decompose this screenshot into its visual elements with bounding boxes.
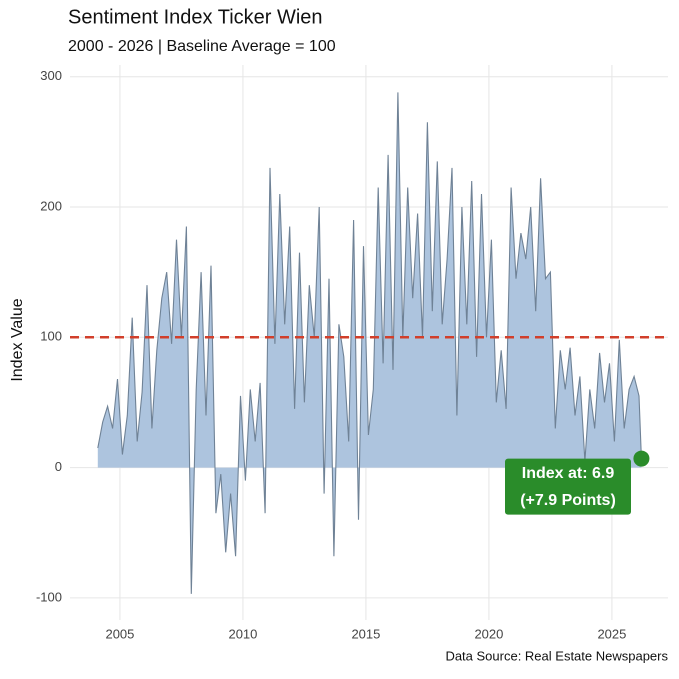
x-tick-label: 2025 (597, 626, 626, 641)
last-point (633, 450, 650, 467)
x-tick-label: 2020 (474, 626, 503, 641)
y-tick-label: 100 (40, 329, 62, 344)
y-axis-label: Index Value (9, 298, 26, 381)
area (97, 92, 642, 594)
y-tick-label: 200 (40, 198, 62, 213)
x-tick-label: 2015 (351, 626, 380, 641)
y-tick-label: 300 (40, 68, 62, 83)
chart-title: Sentiment Index Ticker Wien (68, 6, 323, 28)
y-tick-label: -100 (36, 589, 62, 604)
annotation-text: (+7.9 Points) (520, 492, 616, 509)
annotation-text: Index at: 6.9 (522, 465, 615, 482)
y-tick-label: 0 (55, 459, 62, 474)
line (97, 92, 642, 594)
x-tick-label: 2005 (105, 626, 134, 641)
chart-subtitle: 2000 - 2026 | Baseline Average = 100 (68, 38, 336, 55)
source: Data Source: Real Estate Newspapers (445, 648, 668, 663)
annotation-box (505, 458, 631, 515)
x-tick-label: 2010 (228, 626, 257, 641)
